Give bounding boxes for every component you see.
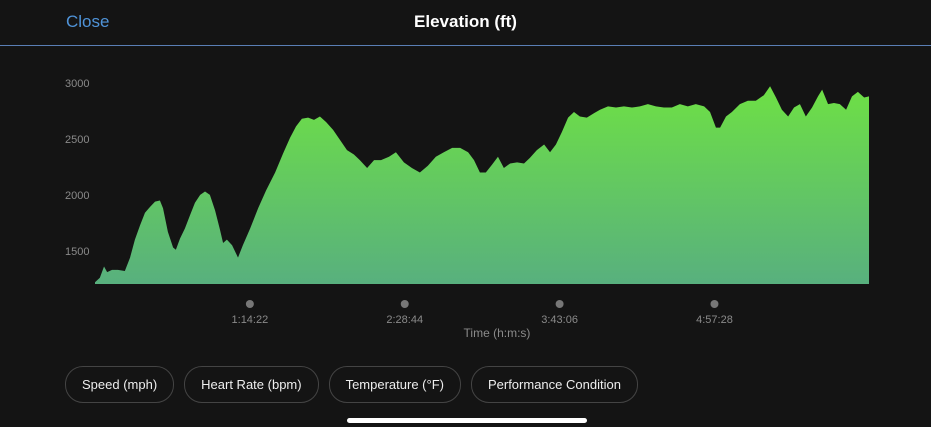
y-tick-label: 2000 (65, 190, 89, 202)
y-tick-label: 3000 (65, 78, 89, 90)
metric-button[interactable]: Performance Condition (470, 366, 638, 403)
x-tick-dot (555, 300, 564, 308)
x-tick-label: 1:14:22 (232, 314, 269, 326)
metric-button[interactable]: Temperature (°F) (328, 366, 461, 403)
metric-buttons: Speed (mph) Heart Rate (bpm) Temperature (… (65, 366, 638, 403)
x-tick-label: 4:57:28 (696, 314, 733, 326)
x-tick-dot (400, 300, 409, 308)
home-indicator (347, 418, 587, 423)
close-button[interactable]: Close (66, 12, 110, 31)
y-tick-label: 2500 (65, 134, 89, 146)
metric-button[interactable]: Speed (mph) (65, 366, 175, 403)
x-tick-dot (710, 300, 719, 308)
x-tick-dot (245, 300, 254, 308)
x-tick-label: 3:43:06 (541, 314, 578, 326)
y-tick-label: 1500 (65, 246, 89, 258)
elevation-area (95, 86, 869, 284)
chart-title: Elevation (ft) (414, 12, 517, 31)
x-tick-label: 2:28:44 (386, 314, 423, 326)
chart: 1500 2000 2500 3000 1:14:22 2:28:44 3:43:06 4:5… (65, 78, 869, 340)
metric-button[interactable]: Heart Rate (bpm) (184, 366, 319, 403)
nav-bar: Close Elevation (ft) (0, 0, 931, 46)
x-axis-label: Time (h:m:s) (464, 326, 531, 340)
